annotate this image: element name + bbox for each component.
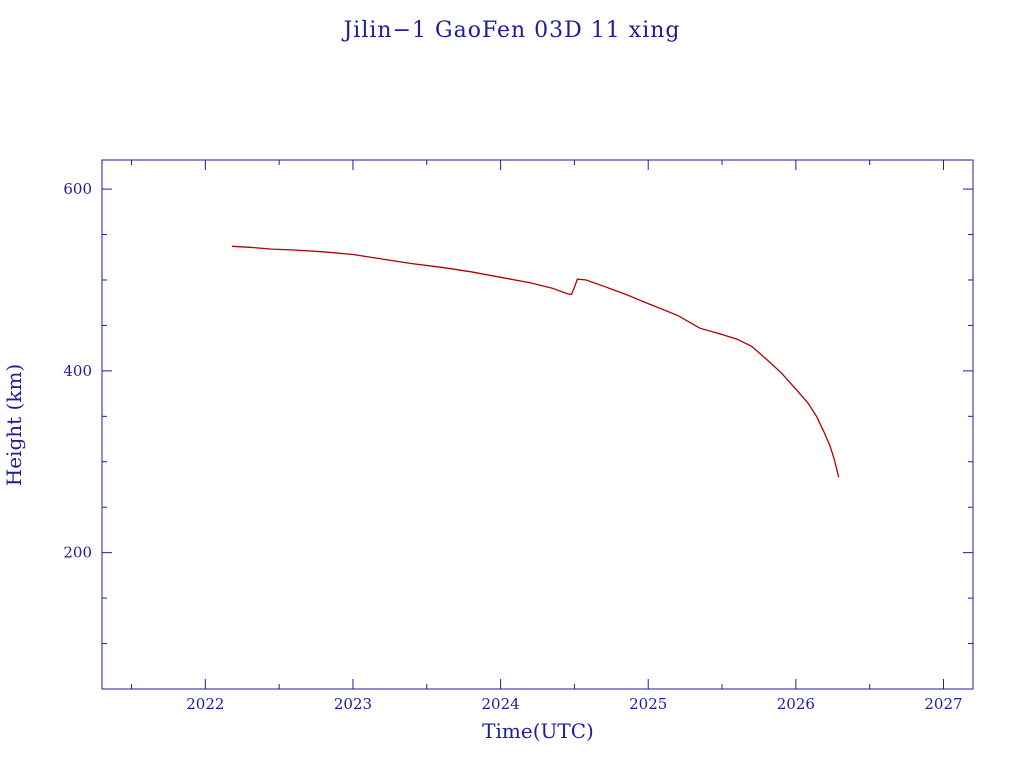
x-tick-label: 2027 xyxy=(924,695,962,713)
x-axis-label: Time(UTC) xyxy=(482,719,594,743)
chart-title: Jilin−1 GaoFen 03D 11 xing xyxy=(341,18,680,43)
y-axis-label: Height (km) xyxy=(2,364,26,486)
x-tick-label: 2022 xyxy=(186,695,224,713)
x-tick-label: 2025 xyxy=(629,695,667,713)
x-tick-label: 2023 xyxy=(334,695,372,713)
series-line-height xyxy=(231,245,840,478)
y-tick-label: 400 xyxy=(63,362,92,380)
y-tick-label: 600 xyxy=(63,180,92,198)
axis-ticks xyxy=(102,160,973,689)
plot-frame xyxy=(101,159,974,690)
x-tick-label: 2026 xyxy=(777,695,815,713)
y-tick-label: 200 xyxy=(63,544,92,562)
tick-labels: 2022 2023 2024 2025 2026 2027 200 400 600 xyxy=(63,180,962,713)
x-tick-label: 2024 xyxy=(481,695,519,713)
